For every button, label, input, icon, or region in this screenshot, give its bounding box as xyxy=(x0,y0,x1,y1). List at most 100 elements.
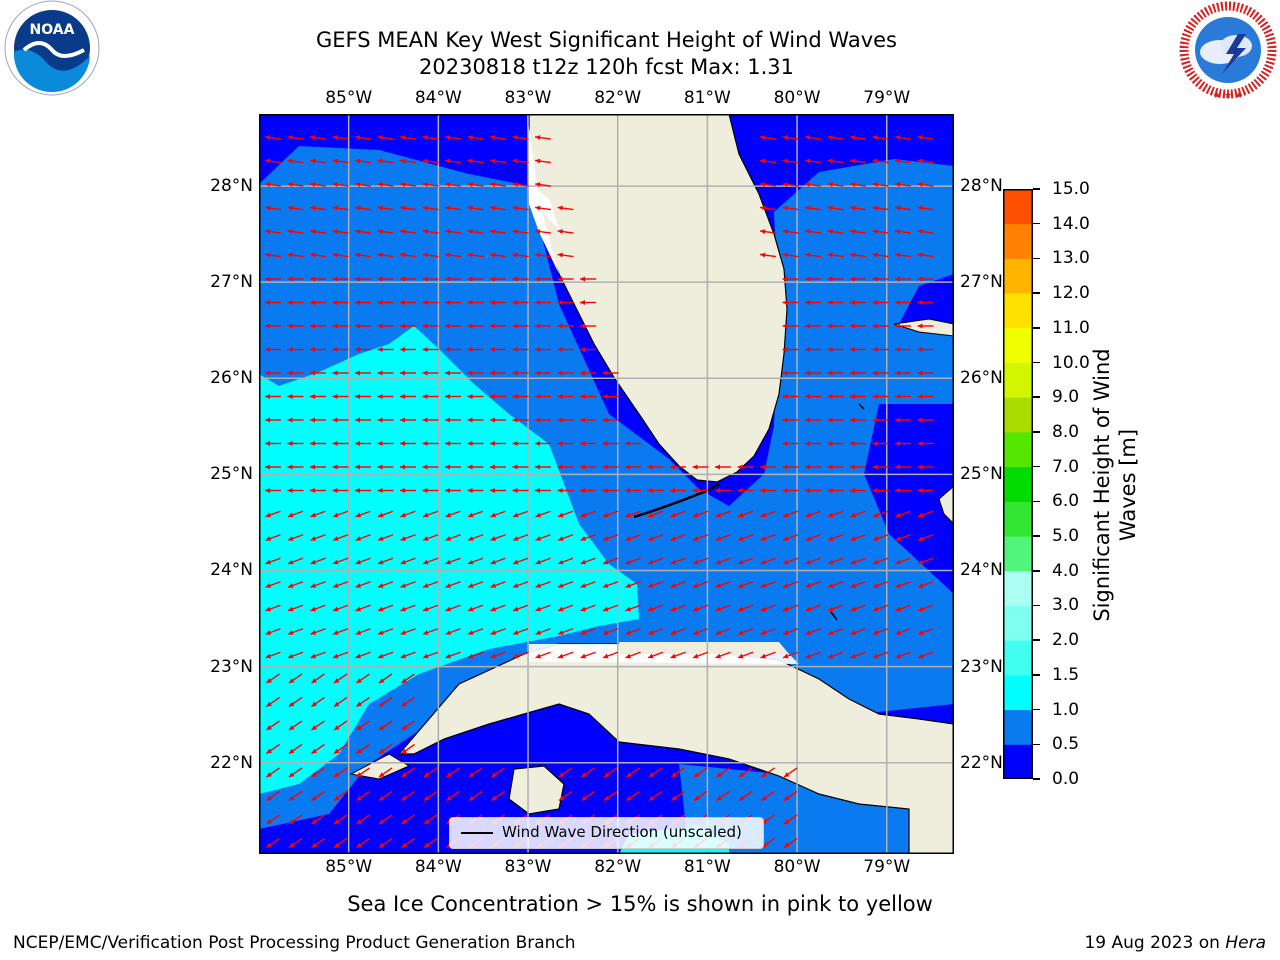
wind-wave-arrowhead xyxy=(512,630,519,635)
wind-wave-arrowhead xyxy=(445,252,451,258)
wind-wave-arrowhead xyxy=(715,583,722,588)
wind-wave-arrowhead xyxy=(827,630,834,635)
wind-wave-arrowhead xyxy=(805,630,812,635)
lat-tick-left: 23°N xyxy=(210,656,253,677)
wind-wave-arrowhead xyxy=(602,606,609,612)
wind-wave-arrowhead xyxy=(332,323,338,329)
wind-wave-arrowhead xyxy=(692,559,699,565)
wind-wave-arrowhead xyxy=(850,464,855,470)
wind-wave-arrowhead xyxy=(895,536,902,541)
wind-wave-arrowhead xyxy=(377,559,384,565)
wind-wave-arrowhead xyxy=(332,464,338,470)
wind-wave-arrowhead xyxy=(715,559,722,565)
colorbar-tick-mark xyxy=(1033,604,1040,607)
wind-wave-arrowhead xyxy=(445,417,450,423)
wind-wave-arrowhead xyxy=(827,512,834,518)
wind-wave-arrowhead xyxy=(490,512,497,518)
wind-wave-arrowhead xyxy=(287,583,294,588)
wind-wave-arrowhead xyxy=(377,300,383,305)
wind-wave-arrowhead xyxy=(355,464,360,470)
wind-wave-arrowhead xyxy=(400,158,406,164)
wind-wave-arrowhead xyxy=(446,772,452,778)
wind-wave-arrowhead xyxy=(671,772,677,778)
wind-wave-arrowhead xyxy=(692,653,699,659)
wind-wave-arrowhead xyxy=(602,512,609,518)
wind-wave-arrowhead xyxy=(647,559,654,565)
wind-wave-arrowhead xyxy=(602,394,608,399)
wind-wave-arrowhead xyxy=(310,347,315,352)
wind-wave-arrowhead xyxy=(603,795,610,801)
wind-wave-arrowhead xyxy=(715,606,722,612)
wind-wave-arrowhead xyxy=(467,182,473,188)
wind-wave-arrowhead xyxy=(512,606,519,612)
wind-wave-arrowhead xyxy=(332,205,338,211)
wind-wave-arrowhead xyxy=(872,347,878,352)
wind-wave-arrowhead xyxy=(895,394,900,399)
wind-wave-arrowhead xyxy=(782,536,789,541)
lon-tick-bottom: 83°W xyxy=(504,857,552,877)
wind-wave-arrowhead xyxy=(467,158,473,164)
wind-wave-arrowhead xyxy=(557,536,564,541)
colorbar-segment xyxy=(1003,640,1033,676)
wind-wave-arrowhead xyxy=(805,347,810,352)
wind-wave-arrowhead xyxy=(895,300,900,305)
wind-wave-arrowhead xyxy=(446,795,452,801)
colorbar-tick-mark xyxy=(1033,327,1040,329)
wind-wave-arrowhead xyxy=(287,182,293,188)
wind-wave-arrowhead xyxy=(850,630,857,635)
lon-tick-top: 80°W xyxy=(773,88,821,108)
wind-wave-arrowhead xyxy=(850,300,855,305)
wind-wave-arrowhead xyxy=(647,488,653,493)
wind-wave-arrowhead xyxy=(625,441,630,446)
wind-wave-arrowhead xyxy=(917,205,923,211)
wind-wave-arrowhead xyxy=(917,559,924,565)
wind-wave-arrowhead xyxy=(850,394,855,399)
wind-wave-arrowhead xyxy=(423,842,430,848)
wind-wave-arrowhead xyxy=(512,512,519,518)
footer-left: NCEP/EMC/Verification Post Processing Pr… xyxy=(13,933,576,953)
wind-wave-arrowhead xyxy=(445,182,451,188)
wind-wave-arrowhead xyxy=(400,300,405,305)
wind-wave-arrowhead xyxy=(805,229,811,235)
wind-wave-arrowhead xyxy=(266,748,272,754)
wind-wave-arrowhead xyxy=(805,158,811,164)
wind-wave-arrowhead xyxy=(356,819,362,825)
wind-wave-arrowhead xyxy=(400,488,405,493)
wind-wave-arrowhead xyxy=(625,653,632,659)
wind-wave-arrowhead xyxy=(602,441,608,446)
wind-wave-arrowhead xyxy=(917,323,923,329)
wind-wave-arrowhead xyxy=(467,347,473,352)
wind-wave-arrowhead xyxy=(872,182,878,188)
colorbar-segment xyxy=(1003,709,1033,745)
wind-wave-arrowhead xyxy=(377,583,384,588)
wind-wave-arrowhead xyxy=(872,417,878,423)
wind-wave-arrowhead xyxy=(265,512,272,518)
wind-wave-arrowhead xyxy=(917,536,924,541)
wind-wave-arrowhead xyxy=(265,276,270,282)
wind-wave-arrowhead xyxy=(378,748,385,754)
wind-wave-arrowhead xyxy=(512,276,518,282)
wind-wave-arrowhead xyxy=(625,536,632,541)
wind-wave-arrowhead xyxy=(311,725,317,731)
wind-wave-arrowhead xyxy=(377,606,384,612)
wind-wave-arrowhead xyxy=(850,559,857,565)
wind-wave-arrowhead xyxy=(422,135,428,141)
wind-wave-arrowhead xyxy=(872,606,879,612)
lon-tick-top: 84°W xyxy=(414,88,462,108)
colorbar-tick-label: 0.5 xyxy=(1052,734,1080,755)
wind-wave-arrowhead xyxy=(872,205,878,211)
wind-wave-arrowhead xyxy=(400,606,407,612)
wind-wave-arrowhead xyxy=(760,512,767,518)
wind-wave-arrowhead xyxy=(535,323,540,329)
wind-wave-arrowhead xyxy=(287,252,293,258)
wind-wave-arrowhead xyxy=(783,795,790,801)
wind-wave-arrowhead xyxy=(377,347,383,352)
colorbar-tick-label: 4.0 xyxy=(1052,560,1080,581)
wind-wave-arrowhead xyxy=(287,630,294,635)
wind-wave-arrowhead xyxy=(467,205,473,211)
wind-wave-arrowhead xyxy=(805,135,811,141)
wind-wave-arrowhead xyxy=(512,417,518,423)
wind-wave-arrowhead xyxy=(783,842,790,848)
wind-wave-arrowhead xyxy=(265,630,272,635)
wind-wave-arrowhead xyxy=(310,135,316,141)
